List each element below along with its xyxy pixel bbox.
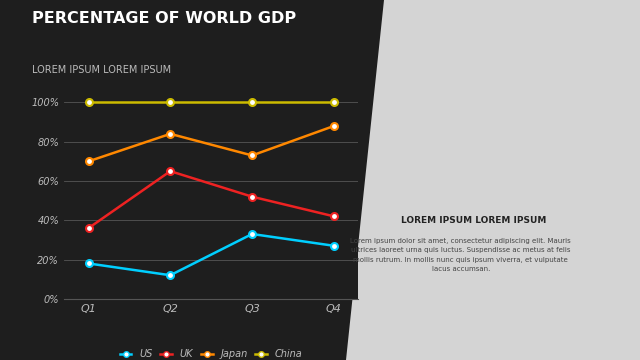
Text: PERCENTAGE OF WORLD GDP: PERCENTAGE OF WORLD GDP [32,11,296,26]
Japan [84,159,92,163]
US [248,232,256,236]
Text: LOREM IPSUM LOREM IPSUM: LOREM IPSUM LOREM IPSUM [401,216,547,225]
Line: US: US [85,230,337,279]
US [330,244,338,248]
China [330,100,338,105]
China [84,100,92,105]
Japan [330,124,338,128]
China [248,100,256,105]
Text: LOREM IPSUM LOREM IPSUM: LOREM IPSUM LOREM IPSUM [32,65,171,75]
Text: Lorem ipsum dolor sit amet, consectetur adipiscing elit. Mauris
ultrices laoreet: Lorem ipsum dolor sit amet, consectetur … [351,238,571,272]
UK [330,214,338,219]
Polygon shape [346,0,640,360]
UK [248,194,256,199]
US [166,273,174,278]
Legend: US, UK, Japan, China: US, UK, Japan, China [116,345,307,360]
Japan [248,153,256,158]
UK [84,226,92,230]
Line: China: China [85,99,337,106]
Japan [166,132,174,136]
UK [166,169,174,173]
Line: UK: UK [85,168,337,231]
Line: Japan: Japan [85,122,337,165]
US [84,261,92,266]
China [166,100,174,105]
